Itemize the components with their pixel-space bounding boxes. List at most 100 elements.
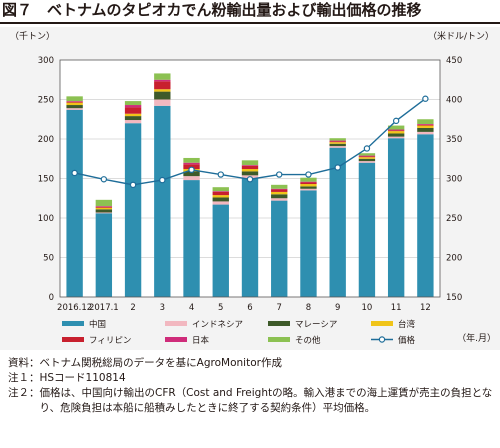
bar-segment [358, 161, 376, 163]
bar-segment [417, 131, 434, 135]
bar-segment [212, 191, 229, 196]
y-left-tick-label: 100 [38, 214, 54, 224]
bar-segment [387, 136, 405, 139]
bar-segment [241, 160, 259, 166]
bar-segment [183, 157, 200, 163]
y-right-tick-label: 150 [446, 293, 462, 303]
bar-segment [241, 165, 259, 166]
legend-label: マレーシア [295, 320, 337, 330]
bar-segment [66, 101, 83, 103]
legend-swatch [62, 337, 84, 342]
bar-segment [124, 105, 142, 108]
note-2: 注２： 価格は、中国向け輸出のCFR（Cost and Freightの略。輸入… [8, 386, 494, 416]
bar-segment [124, 113, 142, 117]
legend-line-marker [378, 336, 386, 343]
price-point [305, 171, 312, 178]
price-point [188, 166, 195, 174]
bar-segment [329, 142, 346, 144]
bar-segment [300, 181, 317, 183]
note-text: ベトナム関税総局のデータを基にAgroMonitor作成 [39, 357, 282, 369]
bar-segment [95, 212, 113, 214]
price-point [422, 95, 429, 102]
bar-segment [387, 138, 405, 297]
bar-segment [329, 140, 346, 142]
bar-segment [300, 182, 317, 185]
legend-label: 日本 [192, 335, 210, 346]
bar-segment [241, 165, 259, 170]
bar-segment [66, 108, 83, 110]
bar-segment [329, 141, 346, 143]
note-text: HSコード110814 [39, 372, 126, 384]
bar-segment [212, 204, 229, 297]
legend-label: インドネシア [192, 320, 243, 330]
bar-segment [124, 107, 142, 114]
bar-segment [358, 153, 376, 156]
bar-segment [212, 195, 229, 198]
bar-segment [66, 101, 83, 102]
y-left-tick-label: 250 [38, 96, 54, 106]
y-left-tick-label: 50 [43, 254, 54, 264]
bar-segment [271, 189, 288, 192]
bar-segment [154, 79, 171, 82]
y-right-tick-label: 300 [446, 175, 462, 185]
bar-segment [387, 131, 405, 134]
bar-segment [124, 123, 142, 297]
chart-area: （千トン） （米ドル/トン） （年.月） 0 50 100 150 200 250 300 1… [0, 27, 500, 350]
bar-segment [358, 157, 376, 159]
x-tick-label: 2016.12 [57, 303, 92, 313]
bar-segment [183, 180, 200, 297]
bar-segment [417, 119, 434, 124]
bar-segment [124, 116, 142, 121]
bar-segment [387, 125, 405, 130]
bar-segment [300, 177, 317, 182]
y-left-tick-label: 300 [38, 56, 54, 66]
legend-swatch [371, 321, 393, 326]
bar-segment [154, 81, 171, 90]
y-right-tick-label: 350 [446, 135, 462, 145]
legend-label: 中国 [89, 319, 106, 330]
bar-segment [124, 101, 142, 106]
bar-segment [95, 207, 113, 210]
bar-segment [154, 99, 171, 106]
price-point [100, 176, 108, 183]
bar-segment [271, 188, 288, 190]
bar-segment [154, 91, 171, 100]
bar-segment [183, 176, 200, 181]
note-text: 価格は、中国向け輸出のCFR（Cost and Freightの略。輸入港までの… [39, 387, 493, 414]
bar-segment [212, 187, 229, 192]
bar-segment [300, 188, 317, 191]
bar-segment [358, 156, 376, 158]
bar-segment [271, 184, 288, 189]
bar-segment [387, 133, 405, 137]
bar-segment [95, 199, 113, 207]
x-tick-label: 8 [306, 303, 311, 313]
y-left-tick-label: 200 [38, 135, 54, 145]
x-tick-label: 3 [160, 303, 165, 313]
bar-segment [154, 105, 171, 297]
y-right-tick-label: 200 [446, 254, 462, 264]
price-point [129, 181, 137, 189]
legend-label: その他 [295, 335, 321, 346]
bar-segment [329, 147, 346, 297]
price-point [276, 171, 283, 178]
legend-swatch [62, 321, 84, 326]
x-tick-label: 4 [189, 303, 194, 313]
x-tick-label: 9 [335, 303, 340, 313]
bar-segment [124, 120, 142, 124]
bar-segment [95, 213, 113, 297]
bar-segment [183, 162, 200, 165]
price-point [334, 164, 341, 171]
x-tick-label: 10 [362, 303, 373, 313]
legend-label: 価格 [398, 335, 416, 346]
price-point [159, 176, 166, 184]
bar-segment [241, 169, 259, 172]
plot-frame [59, 59, 441, 298]
bar-segment [241, 178, 259, 297]
bar-segment [212, 191, 229, 192]
y-right-tick-label: 400 [446, 96, 462, 106]
y-right-tick-label: 450 [446, 56, 462, 66]
bar-segment [66, 102, 83, 106]
bar-segment [183, 171, 200, 177]
x-unit-label: （年.月） [457, 332, 496, 344]
note-1: 注１： HSコード110814 [8, 371, 494, 386]
